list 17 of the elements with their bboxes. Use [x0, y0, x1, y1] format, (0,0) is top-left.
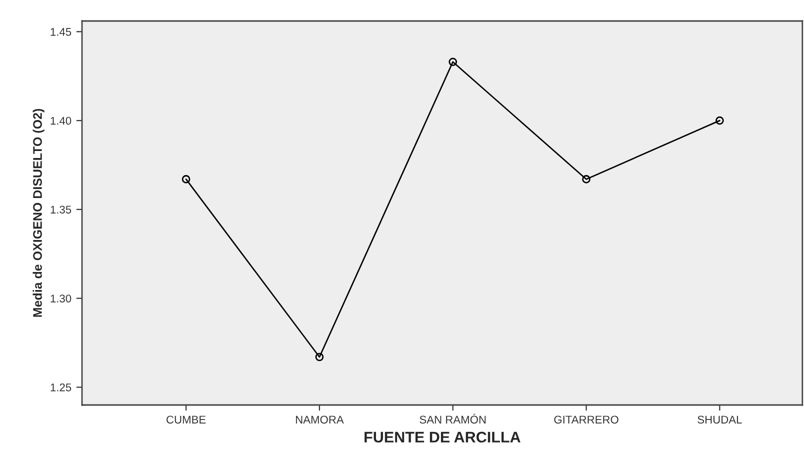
y-tick-label: 1.40 [50, 116, 72, 125]
y-tick-label: 1.45 [50, 28, 72, 36]
y-tick-label: 1.25 [50, 383, 72, 392]
point [448, 58, 458, 66]
y-tick-label: 1.35 [50, 206, 72, 214]
point [182, 175, 190, 184]
x-tick-label: GITARRERO [554, 416, 618, 424]
x-tick-label: CUMBE [166, 416, 206, 424]
x-tick-label: SHUDAL [698, 416, 742, 424]
y-tick-label: 1.30 [50, 294, 72, 302]
point [716, 116, 724, 125]
x-axis-title: FUENTE DE ARCILLA [364, 432, 520, 443]
y-axis-title: Media de OXIGENO DISUELTO (O2) [32, 108, 44, 317]
point [315, 352, 324, 362]
x-tick-label: SAN RAMÓN [420, 414, 486, 424]
point [582, 175, 590, 184]
x-tick-label: NAMORA [296, 416, 344, 424]
